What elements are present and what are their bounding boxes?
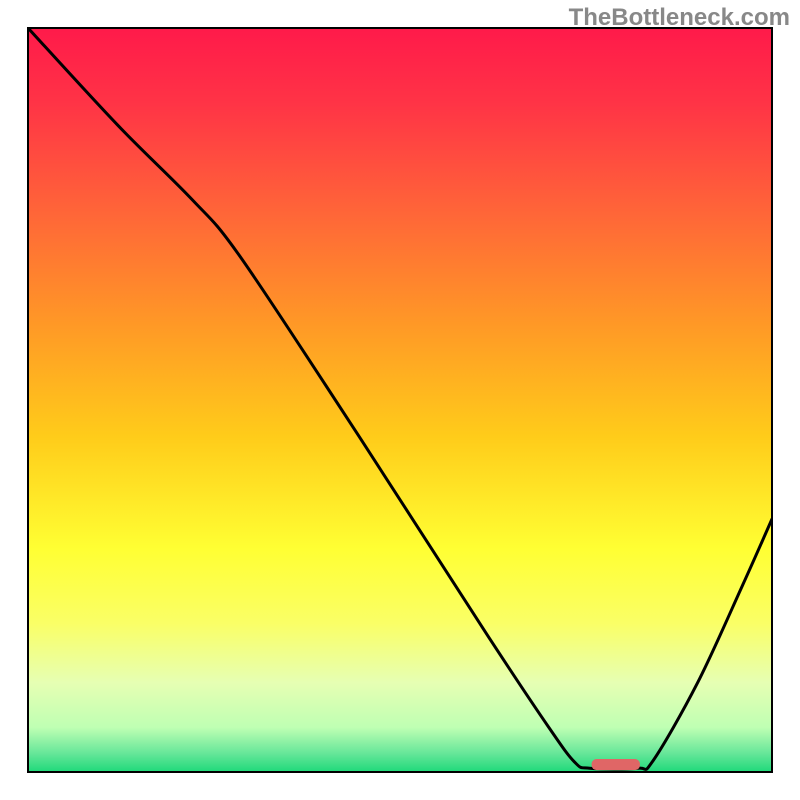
bottleneck-chart-svg [0,0,800,800]
watermark-text: TheBottleneck.com [569,4,790,32]
chart-container: TheBottleneck.com [0,0,800,800]
chart-gradient-background [28,28,772,772]
optimal-marker [592,759,640,770]
